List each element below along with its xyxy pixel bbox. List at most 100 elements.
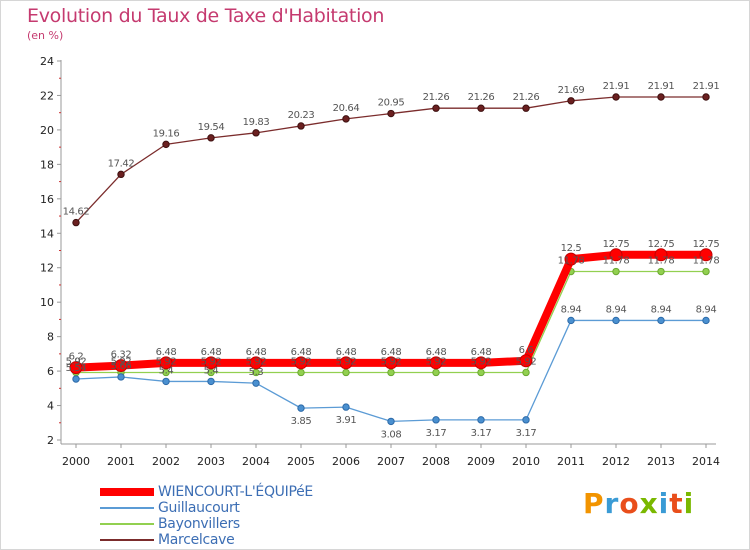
data-point — [387, 109, 395, 118]
data-point — [609, 248, 623, 262]
data-point — [159, 356, 173, 370]
data-point — [342, 368, 350, 377]
x-tick-label: 2008 — [422, 455, 450, 468]
x-tick-label: 2010 — [512, 455, 540, 468]
logo-letter: o — [619, 487, 640, 520]
data-point — [297, 404, 305, 412]
data-point — [72, 218, 80, 227]
x-tick-label: 2014 — [692, 455, 720, 468]
data-point — [207, 134, 215, 142]
data-label: 14.62 — [63, 207, 90, 218]
data-label: 5.92 — [246, 356, 267, 367]
data-label: 11.78 — [558, 256, 585, 267]
data-point — [252, 379, 260, 387]
x-tick-label: 2001 — [107, 455, 135, 468]
y-tick-label: 18 — [40, 158, 54, 171]
data-label: 5.66 — [111, 361, 132, 372]
x-tick-label: 2012 — [602, 455, 630, 468]
data-label: 3.85 — [291, 416, 312, 427]
data-point — [432, 416, 440, 424]
data-label: 12.75 — [603, 239, 630, 250]
y-tick-label: 14 — [40, 227, 54, 240]
data-label: 3.17 — [471, 428, 492, 439]
data-label: 8.94 — [651, 304, 672, 315]
data-label: 6.2 — [69, 352, 84, 363]
data-point — [432, 368, 440, 377]
y-tick-label: 10 — [40, 296, 54, 309]
x-tick-label: 2011 — [557, 455, 585, 468]
data-point — [162, 140, 170, 149]
legend-swatch — [100, 523, 154, 525]
legend-swatch — [100, 507, 154, 509]
x-tick-label: 2003 — [197, 455, 225, 468]
legend-swatch — [100, 488, 154, 496]
y-tick-label: 16 — [40, 193, 54, 206]
data-label: 6.48 — [156, 347, 177, 358]
data-label: 5.92 — [381, 356, 402, 367]
data-label: 8.94 — [606, 304, 627, 315]
data-point — [564, 252, 578, 266]
data-point — [567, 316, 575, 325]
data-label: 8.94 — [561, 304, 582, 315]
data-point — [699, 248, 713, 262]
logo-letter: r — [604, 487, 620, 520]
logo-letter: i — [683, 487, 695, 520]
data-label: 19.83 — [243, 117, 270, 128]
data-label: 5.92 — [426, 356, 447, 367]
data-label: 5.54 — [66, 363, 87, 374]
data-label: 12.5 — [561, 243, 582, 254]
data-point — [702, 93, 710, 101]
data-point — [342, 403, 350, 411]
data-label: 5.92 — [471, 356, 492, 367]
x-tick-label: 2013 — [647, 455, 675, 468]
data-label: 11.78 — [648, 256, 675, 267]
data-label: 11.78 — [693, 256, 720, 267]
x-tick-label: 2007 — [377, 455, 405, 468]
data-point — [522, 104, 530, 112]
data-point — [702, 316, 710, 325]
data-point — [477, 368, 485, 377]
data-point — [567, 97, 575, 105]
y-tick-label: 2 — [47, 434, 54, 447]
logo-letter: x — [639, 487, 659, 520]
data-label: 21.26 — [423, 92, 450, 103]
data-point — [207, 377, 215, 386]
data-point — [72, 375, 80, 383]
data-label: 5.4 — [204, 365, 219, 376]
x-tick-label: 2000 — [62, 455, 90, 468]
data-label: 3.17 — [426, 428, 447, 439]
x-tick-label: 2005 — [287, 455, 315, 468]
legend-label: Bayonvillers — [158, 516, 240, 532]
data-point — [702, 267, 710, 276]
data-point — [297, 122, 305, 130]
data-label: 8.94 — [696, 304, 717, 315]
data-label: 6.32 — [111, 350, 132, 361]
legend-label: Marcelcave — [158, 532, 235, 548]
data-label: 6.48 — [426, 347, 447, 358]
data-label: 6.48 — [246, 347, 267, 358]
proxiti-logo: Proxiti — [583, 487, 694, 520]
data-label: 5.3 — [249, 367, 264, 378]
data-point — [252, 129, 260, 137]
data-label: 12.75 — [648, 239, 675, 250]
data-point — [249, 356, 263, 370]
data-label: 3.17 — [516, 428, 537, 439]
data-point — [612, 93, 620, 101]
y-tick-label: 6 — [47, 365, 54, 378]
data-label: 11.78 — [603, 256, 630, 267]
y-tick-label: 4 — [47, 400, 54, 413]
data-label: 21.26 — [513, 92, 540, 103]
data-point — [117, 170, 125, 179]
data-point — [384, 356, 398, 370]
data-point — [294, 356, 308, 370]
chart-title: Evolution du Taux de Taxe d'Habitation — [27, 5, 385, 27]
data-point — [162, 377, 170, 386]
legend-label: WIENCOURT-L'ÉQUIPéE — [158, 484, 313, 500]
data-point — [114, 359, 128, 373]
data-label: 5.92 — [291, 356, 312, 367]
data-label: 6.48 — [336, 347, 357, 358]
data-point — [612, 316, 620, 325]
y-tick-label: 20 — [40, 124, 54, 137]
data-point — [477, 104, 485, 112]
legend-swatch — [100, 539, 154, 541]
